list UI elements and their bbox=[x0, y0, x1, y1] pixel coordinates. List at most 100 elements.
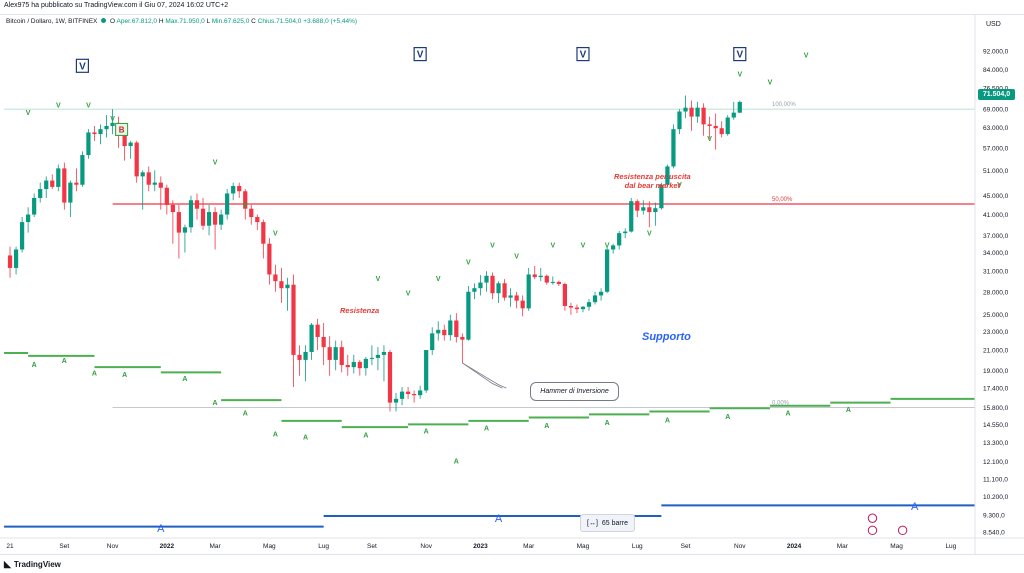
x-tick-label: 2023 bbox=[473, 543, 488, 550]
a-marker-big: A bbox=[495, 513, 503, 525]
v-marker-small: V bbox=[707, 136, 712, 143]
candle-body bbox=[448, 320, 453, 336]
v-marker-small: V bbox=[406, 290, 411, 297]
candle-body bbox=[556, 281, 561, 284]
candle-body bbox=[701, 107, 706, 125]
a-marker-small: A bbox=[92, 371, 97, 378]
x-tick-label: 2024 bbox=[787, 543, 802, 550]
v-marker-small: V bbox=[273, 230, 278, 237]
candle-body bbox=[104, 125, 109, 130]
candle-body bbox=[592, 295, 598, 303]
resistance-annotation: Resistenza bbox=[340, 306, 380, 315]
a-marker-small: A bbox=[243, 410, 248, 417]
candle-body bbox=[737, 101, 742, 113]
candle-body bbox=[725, 117, 730, 135]
candle-body bbox=[430, 333, 435, 351]
candle-body bbox=[333, 347, 338, 360]
candle-body bbox=[285, 284, 290, 289]
v-marker-small: V bbox=[26, 110, 31, 117]
price-chart[interactable]: 100,00% 50,00% 0,00% V V V V V V V V V V V V V V V V V V V V V… bbox=[0, 14, 1024, 554]
bars-count-badge[interactable]: [↔] 65 barre bbox=[580, 514, 635, 532]
y-tick-label: 17.400,0 bbox=[983, 386, 1009, 393]
a-marker-small: A bbox=[725, 414, 730, 421]
a-marker-big: A bbox=[911, 501, 919, 513]
y-tick-label: 63.000,0 bbox=[983, 125, 1009, 132]
y-tick-label: 13.300,0 bbox=[983, 440, 1009, 447]
support-annotation: Supporto bbox=[642, 331, 691, 343]
candle-body bbox=[508, 295, 513, 298]
candle-body bbox=[7, 255, 13, 268]
y-tick-label: 57.000,0 bbox=[983, 145, 1009, 152]
a-marker-small: A bbox=[786, 410, 791, 417]
v-marker-small: V bbox=[737, 72, 742, 79]
candle-body bbox=[200, 208, 206, 226]
b-marker-box bbox=[115, 122, 129, 136]
candles bbox=[7, 95, 742, 412]
v-marker-small: V bbox=[677, 182, 682, 189]
candle-body bbox=[574, 307, 580, 310]
candle-body bbox=[490, 275, 495, 294]
a-marker-small: A bbox=[32, 362, 37, 369]
candle-body bbox=[526, 274, 531, 309]
candle-body bbox=[399, 391, 405, 399]
a-marker-small: A bbox=[484, 426, 489, 433]
candle-body bbox=[393, 398, 399, 403]
candle-body bbox=[13, 249, 19, 268]
a-marker-small: A bbox=[424, 429, 429, 436]
candle-body bbox=[62, 168, 67, 203]
candle-body bbox=[586, 302, 592, 307]
v-marker-small: V bbox=[213, 159, 218, 166]
b-marker: B bbox=[119, 125, 125, 134]
candle-body bbox=[19, 222, 25, 250]
candle-body bbox=[182, 227, 188, 233]
tradingview-logo[interactable]: ◣ TradingView bbox=[4, 559, 61, 570]
y-tick-label: 14.550,0 bbox=[983, 422, 1009, 429]
candle-body bbox=[110, 122, 115, 126]
candle-body bbox=[502, 283, 507, 298]
candle-body bbox=[635, 201, 640, 211]
y-axis: 92.000,084.000,076.500,069.000,063.000,0… bbox=[974, 14, 1009, 554]
fib-label: 0,00% bbox=[772, 401, 790, 407]
candle-body bbox=[32, 197, 37, 215]
y-tick-label: 92.000,0 bbox=[983, 48, 1009, 55]
legend-low-label: L bbox=[206, 18, 210, 25]
v-marker-big: V bbox=[417, 50, 424, 61]
a-marker-small: A bbox=[544, 423, 549, 430]
v-marker-big-box bbox=[413, 46, 427, 62]
hammer-annotation: Hammer di Inversione bbox=[530, 382, 619, 401]
fib-label: 100,00% bbox=[772, 102, 796, 108]
candle-body bbox=[472, 288, 477, 292]
x-tick-label: Mag bbox=[263, 543, 276, 550]
x-axis: 21 Set Nov 2022 Mar Mag Lug Set Nov 2023 Mar Mag Lug… bbox=[0, 537, 1024, 550]
v-marker-big-box bbox=[75, 58, 90, 73]
x-tick-label: Lug bbox=[945, 543, 956, 550]
candle-body bbox=[279, 281, 284, 289]
y-tick-label: 31.000,0 bbox=[983, 269, 1009, 276]
live-dot-icon bbox=[101, 18, 107, 23]
v-marker-small: V bbox=[376, 276, 381, 283]
fib-label: 50,00% bbox=[772, 197, 793, 203]
v-marker-small: V bbox=[243, 202, 248, 209]
hammer-pointer bbox=[462, 362, 507, 389]
v-marker-small: V bbox=[86, 103, 91, 110]
candle-body bbox=[38, 189, 43, 198]
candle-body bbox=[405, 391, 411, 395]
candle-body bbox=[351, 361, 356, 368]
a-marker-small: A bbox=[273, 432, 278, 439]
y-tick-label: 12.100,0 bbox=[983, 459, 1009, 466]
candle-body bbox=[387, 351, 393, 403]
candle-body bbox=[128, 142, 133, 147]
candle-body bbox=[255, 217, 260, 223]
candle-body bbox=[665, 166, 670, 185]
candle-body bbox=[466, 291, 471, 340]
x-tick-label: Set bbox=[681, 543, 691, 550]
y-tick-label: 45.000,0 bbox=[983, 193, 1009, 200]
candle-body bbox=[327, 347, 332, 360]
candle-body bbox=[339, 347, 344, 366]
legend-symbol: Bitcoin / Dollaro, 1W, BITFINEX bbox=[6, 18, 98, 25]
y-tick-label: 84.000,0 bbox=[983, 67, 1009, 74]
candle-body bbox=[683, 107, 688, 112]
a-marker-small: A bbox=[213, 400, 218, 407]
candle-body bbox=[496, 283, 501, 294]
resistance-exit-annotation: Resistenza per uscita dal bear market bbox=[614, 172, 691, 190]
